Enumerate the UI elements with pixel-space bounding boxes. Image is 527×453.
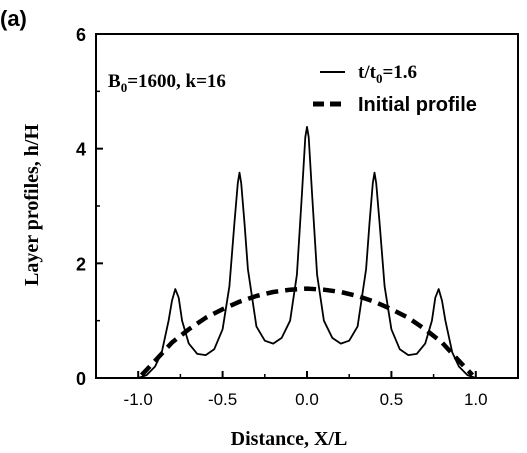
- legend-label-solid-rest: =1.6: [382, 62, 417, 83]
- legend-label-dashed: Initial profile: [358, 94, 477, 116]
- plot-area: -1.0 -0.5 0.0 0.5 1.0 0 2 4 6: [76, 25, 519, 409]
- annotation-text: B0=1600, k=16: [108, 71, 226, 95]
- annotation-main: B: [108, 71, 121, 92]
- annotation-sub: 0: [121, 80, 128, 95]
- x-tick-label: -1.0: [124, 390, 153, 409]
- x-tick-label: 1.0: [464, 390, 488, 409]
- y-tick-label: 2: [76, 254, 86, 274]
- x-axis-label: Distance, X/L: [231, 428, 348, 450]
- legend-label-solid: t/t0=1.6: [358, 62, 417, 86]
- x-tick-label: -0.5: [208, 390, 237, 409]
- y-tick-label: 4: [76, 140, 86, 160]
- y-axis-label: Layer profiles, h/H: [21, 124, 43, 286]
- annotation-rest: =1600, k=16: [127, 71, 226, 92]
- legend-label-solid-sub: 0: [376, 71, 383, 86]
- legend-label-solid-main: t/t: [358, 62, 377, 83]
- x-tick-label: 0.0: [295, 390, 319, 409]
- y-tick-label: 6: [76, 25, 86, 45]
- legend: t/t0=1.6 Initial profile: [313, 62, 477, 116]
- x-tick-label: 0.5: [380, 390, 404, 409]
- panel-label: (a): [0, 6, 27, 31]
- y-tick-label: 0: [76, 369, 86, 389]
- series-line-solid: [137, 126, 477, 379]
- series-line-initial-profile: [139, 286, 475, 377]
